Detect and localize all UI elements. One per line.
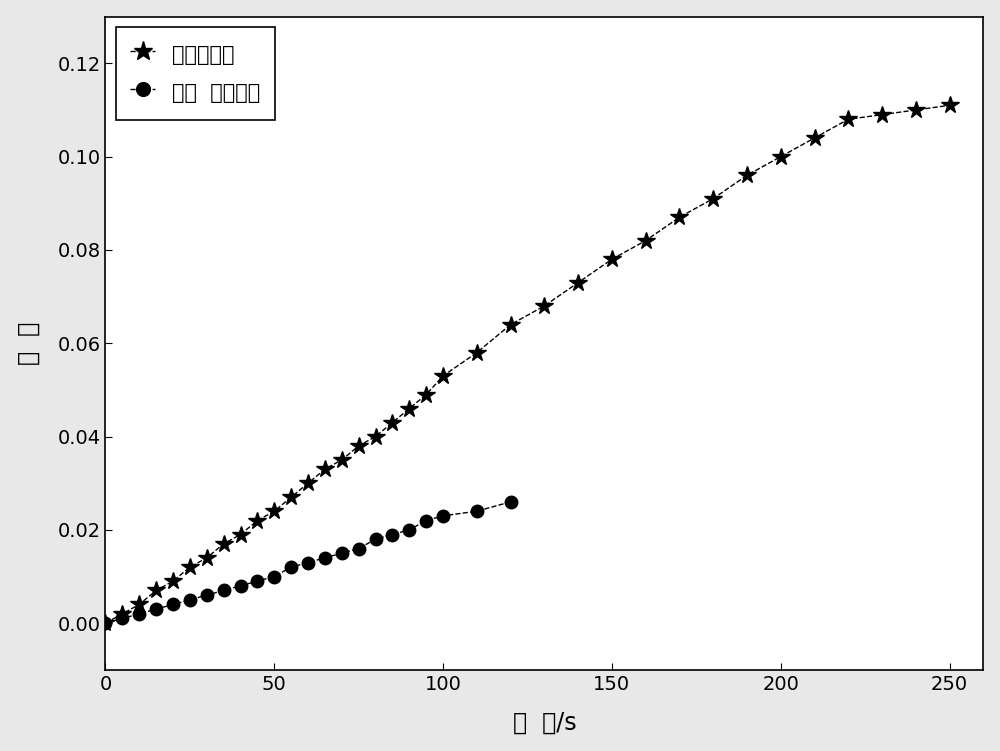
基材的应变 [184, 562, 196, 572]
基材的应变 [572, 278, 584, 287]
应变  片的应变 [420, 516, 432, 525]
基材的应变 [99, 619, 111, 628]
基材的应变 [285, 493, 297, 502]
应变  片的应变 [150, 605, 162, 614]
应变  片的应变 [99, 619, 111, 628]
基材的应变 [640, 236, 652, 245]
应变  片的应变 [302, 558, 314, 567]
应变  片的应变 [218, 586, 230, 595]
应变  片的应变 [386, 530, 398, 539]
应变  片的应变 [471, 507, 483, 516]
基材的应变 [336, 455, 348, 464]
Legend: 基材的应变, 应变  片的应变: 基材的应变, 应变 片的应变 [116, 27, 275, 119]
Line: 基材的应变: 基材的应变 [96, 96, 959, 632]
基材的应变 [268, 507, 280, 516]
基材的应变 [910, 105, 922, 114]
应变  片的应变 [353, 544, 365, 553]
应变  片的应变 [505, 497, 517, 506]
基材的应变 [505, 320, 517, 329]
应变  片的应变 [251, 577, 263, 586]
基材的应变 [420, 390, 432, 399]
基材的应变 [403, 404, 415, 413]
基材的应变 [741, 170, 753, 179]
应变  片的应变 [285, 562, 297, 572]
基材的应变 [707, 194, 719, 203]
基材的应变 [842, 115, 854, 124]
基材的应变 [944, 101, 956, 110]
应变  片的应变 [336, 549, 348, 558]
基材的应变 [386, 418, 398, 427]
应变  片的应变 [370, 535, 382, 544]
应变  片的应变 [133, 609, 145, 618]
应变  片的应变 [201, 590, 213, 599]
Y-axis label: 应  变: 应 变 [17, 321, 41, 365]
基材的应变 [370, 432, 382, 441]
基材的应变 [673, 213, 685, 222]
应变  片的应变 [437, 511, 449, 520]
Line: 应变  片的应变: 应变 片的应变 [99, 496, 517, 629]
应变  片的应变 [235, 581, 247, 590]
基材的应变 [775, 152, 787, 161]
基材的应变 [235, 530, 247, 539]
基材的应变 [319, 465, 331, 474]
基材的应变 [133, 600, 145, 609]
应变  片的应变 [403, 526, 415, 535]
基材的应变 [876, 110, 888, 119]
应变  片的应变 [184, 596, 196, 605]
基材的应变 [167, 577, 179, 586]
基材的应变 [251, 516, 263, 525]
应变  片的应变 [116, 614, 128, 623]
基材的应变 [809, 134, 821, 143]
基材的应变 [218, 539, 230, 548]
基材的应变 [150, 586, 162, 595]
基材的应变 [353, 442, 365, 451]
应变  片的应变 [167, 600, 179, 609]
基材的应变 [201, 553, 213, 562]
基材的应变 [538, 301, 550, 310]
基材的应变 [437, 372, 449, 381]
基材的应变 [302, 478, 314, 487]
X-axis label: 时  间/s: 时 间/s [513, 710, 576, 734]
应变  片的应变 [319, 553, 331, 562]
应变  片的应变 [268, 572, 280, 581]
基材的应变 [606, 255, 618, 264]
基材的应变 [471, 348, 483, 357]
基材的应变 [116, 609, 128, 618]
